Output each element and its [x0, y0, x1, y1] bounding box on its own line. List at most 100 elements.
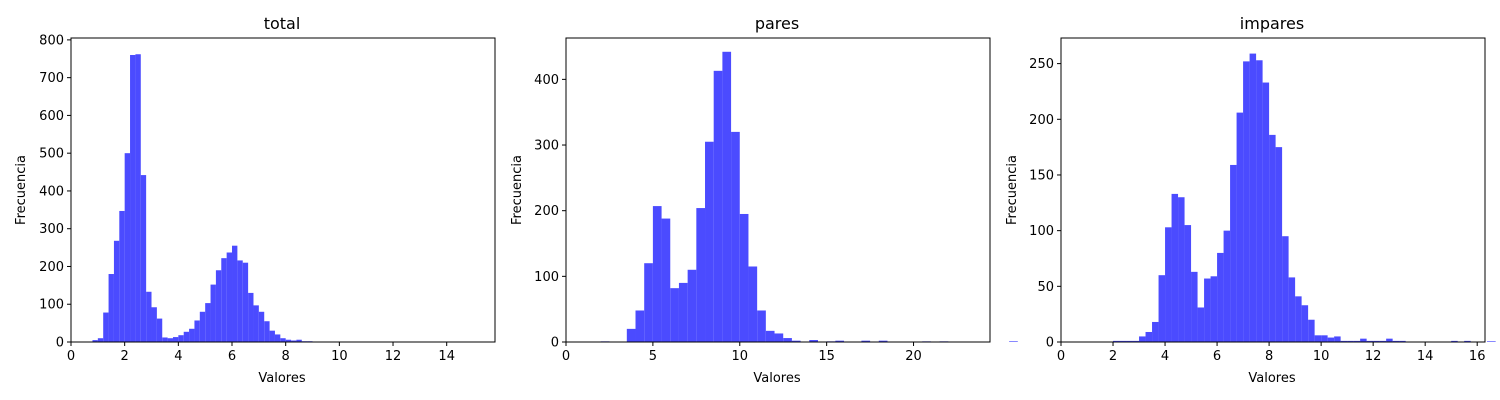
x-tick-label: 4 — [1161, 349, 1169, 364]
x-tick-label: 15 — [818, 349, 835, 364]
plot-frame — [70, 37, 496, 343]
histogram-bar — [1145, 331, 1153, 342]
x-tick-label: 0 — [1057, 349, 1065, 364]
histogram-bar — [878, 340, 888, 342]
histogram-bar — [124, 153, 131, 342]
y-tick-label: 0 — [1046, 336, 1054, 351]
x-tick-label: 14 — [438, 349, 455, 364]
y-tick-label: 100 — [39, 298, 64, 313]
histogram-bar — [135, 54, 141, 343]
histogram-bar — [1152, 321, 1159, 342]
histogram-bar — [1301, 305, 1309, 342]
x-tick-label: 8 — [282, 349, 290, 364]
histogram-bar — [130, 54, 136, 343]
y-tick-label: 100 — [534, 270, 559, 285]
histogram-bar — [1158, 275, 1166, 342]
histogram-bar — [248, 292, 254, 342]
x-axis-label: Valores — [1248, 371, 1295, 386]
x-tick-label: 12 — [385, 349, 402, 364]
histogram-bar — [1392, 340, 1400, 342]
histogram-bar — [205, 303, 211, 342]
histogram-bar — [644, 263, 653, 342]
plot-frame — [1060, 37, 1486, 343]
histogram-bar — [774, 333, 784, 342]
histogram-bar — [1464, 340, 1471, 342]
histogram-bar — [1399, 340, 1406, 342]
histogram-bar — [274, 334, 281, 342]
x-tick-label: 8 — [1265, 349, 1273, 364]
y-tick-label: 300 — [534, 139, 559, 154]
chart-total: total Valores Frecuencia 0 2 4 6 8 10 12 14 0 100… — [14, 14, 496, 386]
histogram-bar — [108, 274, 114, 342]
histogram-bar — [1486, 341, 1496, 342]
histogram-bar — [92, 340, 98, 342]
histogram-bar — [291, 340, 297, 342]
x-tick-label: 2 — [121, 349, 129, 364]
histogram-bar — [140, 175, 147, 342]
histogram-bar — [1126, 340, 1133, 342]
plot-frame — [565, 37, 991, 343]
y-tick-label: 300 — [39, 222, 64, 237]
histogram-bar — [1236, 112, 1244, 342]
histogram-bar — [210, 284, 216, 342]
histogram-bar — [103, 312, 109, 342]
histogram-bar — [783, 338, 792, 342]
histogram-bar — [635, 310, 645, 342]
histogram-bar — [226, 252, 233, 342]
histogram-bar — [1132, 340, 1140, 342]
histogram-bar — [237, 260, 243, 342]
y-axis-label: Frecuencia — [1005, 155, 1020, 225]
histogram-bar — [1223, 230, 1231, 342]
histogram-bar — [713, 70, 723, 342]
x-tick-label: 0 — [562, 349, 570, 364]
histogram-bar — [194, 320, 200, 342]
histogram-bar — [1210, 276, 1218, 342]
histogram-bar — [861, 340, 871, 342]
histogram-bar — [670, 288, 679, 342]
histogram-bar — [1197, 307, 1205, 342]
bars — [600, 51, 1496, 342]
histogram-bar — [146, 291, 152, 342]
histogram-bar — [1379, 340, 1387, 342]
histogram-bar — [678, 282, 688, 342]
histogram-bar — [156, 318, 163, 342]
histogram-bar — [722, 51, 732, 342]
histogram-bar — [1243, 61, 1250, 342]
x-tick-label: 10 — [1313, 349, 1330, 364]
x-tick-label: 2 — [1109, 349, 1117, 364]
x-tick-label: 20 — [905, 349, 922, 364]
y-tick-label: 250 — [1029, 57, 1054, 72]
histogram-bar — [1327, 337, 1335, 342]
histogram-bar — [258, 311, 265, 342]
histogram-bar — [178, 335, 184, 342]
x-tick-label: 12 — [1365, 349, 1382, 364]
histogram-bar — [1308, 319, 1315, 342]
histogram-bar — [167, 338, 173, 342]
histogram-bar — [1171, 193, 1179, 342]
histogram-bar — [1275, 147, 1283, 342]
chart-title: impares — [1240, 14, 1304, 33]
histogram-bar — [1217, 252, 1224, 342]
histogram-bar — [280, 338, 286, 342]
histogram-bar — [189, 328, 195, 342]
x-tick-label: 10 — [331, 349, 348, 364]
histogram-bar — [199, 311, 206, 342]
histogram-bar — [151, 307, 157, 342]
histogram-bar — [97, 338, 104, 342]
histogram-bar — [1295, 296, 1302, 342]
histogram-bar — [748, 266, 758, 342]
histogram-bar — [119, 210, 125, 342]
histogram-bar — [296, 339, 302, 342]
histogram-bar — [687, 269, 697, 342]
y-axis-label: Frecuencia — [510, 155, 525, 225]
bars — [92, 54, 469, 343]
histogram-bar — [264, 321, 270, 342]
chart-title: total — [264, 14, 301, 33]
y-tick-label: 800 — [39, 33, 64, 48]
x-axis-label: Valores — [753, 371, 800, 386]
histogram-bar — [809, 340, 818, 342]
x-tick-label: 10 — [731, 349, 748, 364]
histogram-bar — [1165, 227, 1172, 342]
y-tick-label: 200 — [39, 260, 64, 275]
histogram-bar — [1139, 336, 1146, 342]
